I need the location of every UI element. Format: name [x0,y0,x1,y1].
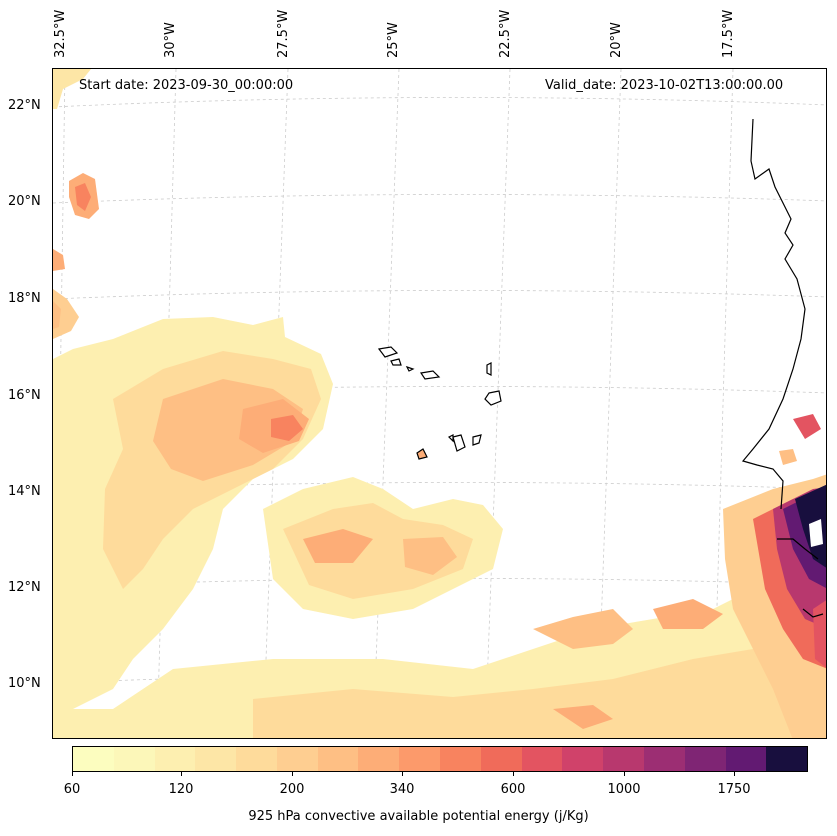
latitude-label-14n: 14°N [8,484,41,499]
longitude-label-20w: 20°W [609,22,624,58]
colorbar-tick-340 [402,772,403,776]
longitude-label-25w: 25°W [386,22,401,58]
colorbar-segment [766,747,808,771]
colorbar-tick-1750 [734,772,735,776]
colorbar-segment [195,747,237,771]
colorbar-segment [236,747,277,771]
colorbar [72,746,808,772]
colorbar-segment [562,747,604,771]
colorbar-segment [725,747,767,771]
colorbar-segment [154,747,196,771]
colorbar-segment [480,747,522,771]
colorbar-tick-60 [72,772,73,776]
colorbar-segment [684,747,726,771]
longitude-label-22-5w: 22.5°W [498,9,513,58]
colorbar-segment [521,747,563,771]
latitude-label-16n: 16°N [8,388,41,403]
longitude-label-30w: 30°W [163,22,178,58]
colorbar-tick-600 [513,772,514,776]
colorbar-segment [440,747,481,771]
colorbar-segment [73,747,114,771]
colorbar-ticklabel-1750: 1750 [717,782,751,797]
colorbar-ticklabel-120: 120 [168,782,194,797]
colorbar-ticklabel-340: 340 [389,782,415,797]
colorbar-segment [399,747,441,771]
map-panel [52,68,827,739]
cape-field [53,69,826,738]
colorbar-ticklabel-1000: 1000 [607,782,641,797]
longitude-label-17-5w: 17.5°W [721,9,736,58]
colorbar-segment [603,747,644,771]
start-date-text: Start date: 2023-09-30_00:00:00 [79,78,294,93]
colorbar-segment [276,747,318,771]
colorbar-ticklabel-60: 60 [63,782,81,797]
latitude-label-10n: 10°N [8,676,41,691]
latitude-label-22n: 22°N [8,98,41,113]
colorbar-ticklabel-600: 600 [500,782,526,797]
latitude-label-20n: 20°N [8,194,41,209]
colorbar-segment [358,747,400,771]
latitude-label-18n: 18°N [8,291,41,306]
latitude-label-12n: 12°N [8,580,41,595]
longitude-label-27-5w: 27.5°W [276,9,291,58]
colorbar-tick-120 [181,772,182,776]
cape-map [53,69,826,738]
colorbar-segment [317,747,359,771]
colorbar-title: 925 hPa convective available potential e… [248,809,589,824]
colorbar-segment [113,747,155,771]
longitude-label-32-5w: 32.5°W [53,9,68,58]
cape-verde-islands [377,346,502,460]
colorbar-ticklabel-200: 200 [279,782,305,797]
coastlines [741,118,824,618]
valid-date-text: Valid_date: 2023-10-02T13:00:00.00 [545,78,784,93]
colorbar-segment [643,747,685,771]
colorbar-tick-200 [292,772,293,776]
colorbar-tick-1000 [624,772,625,776]
